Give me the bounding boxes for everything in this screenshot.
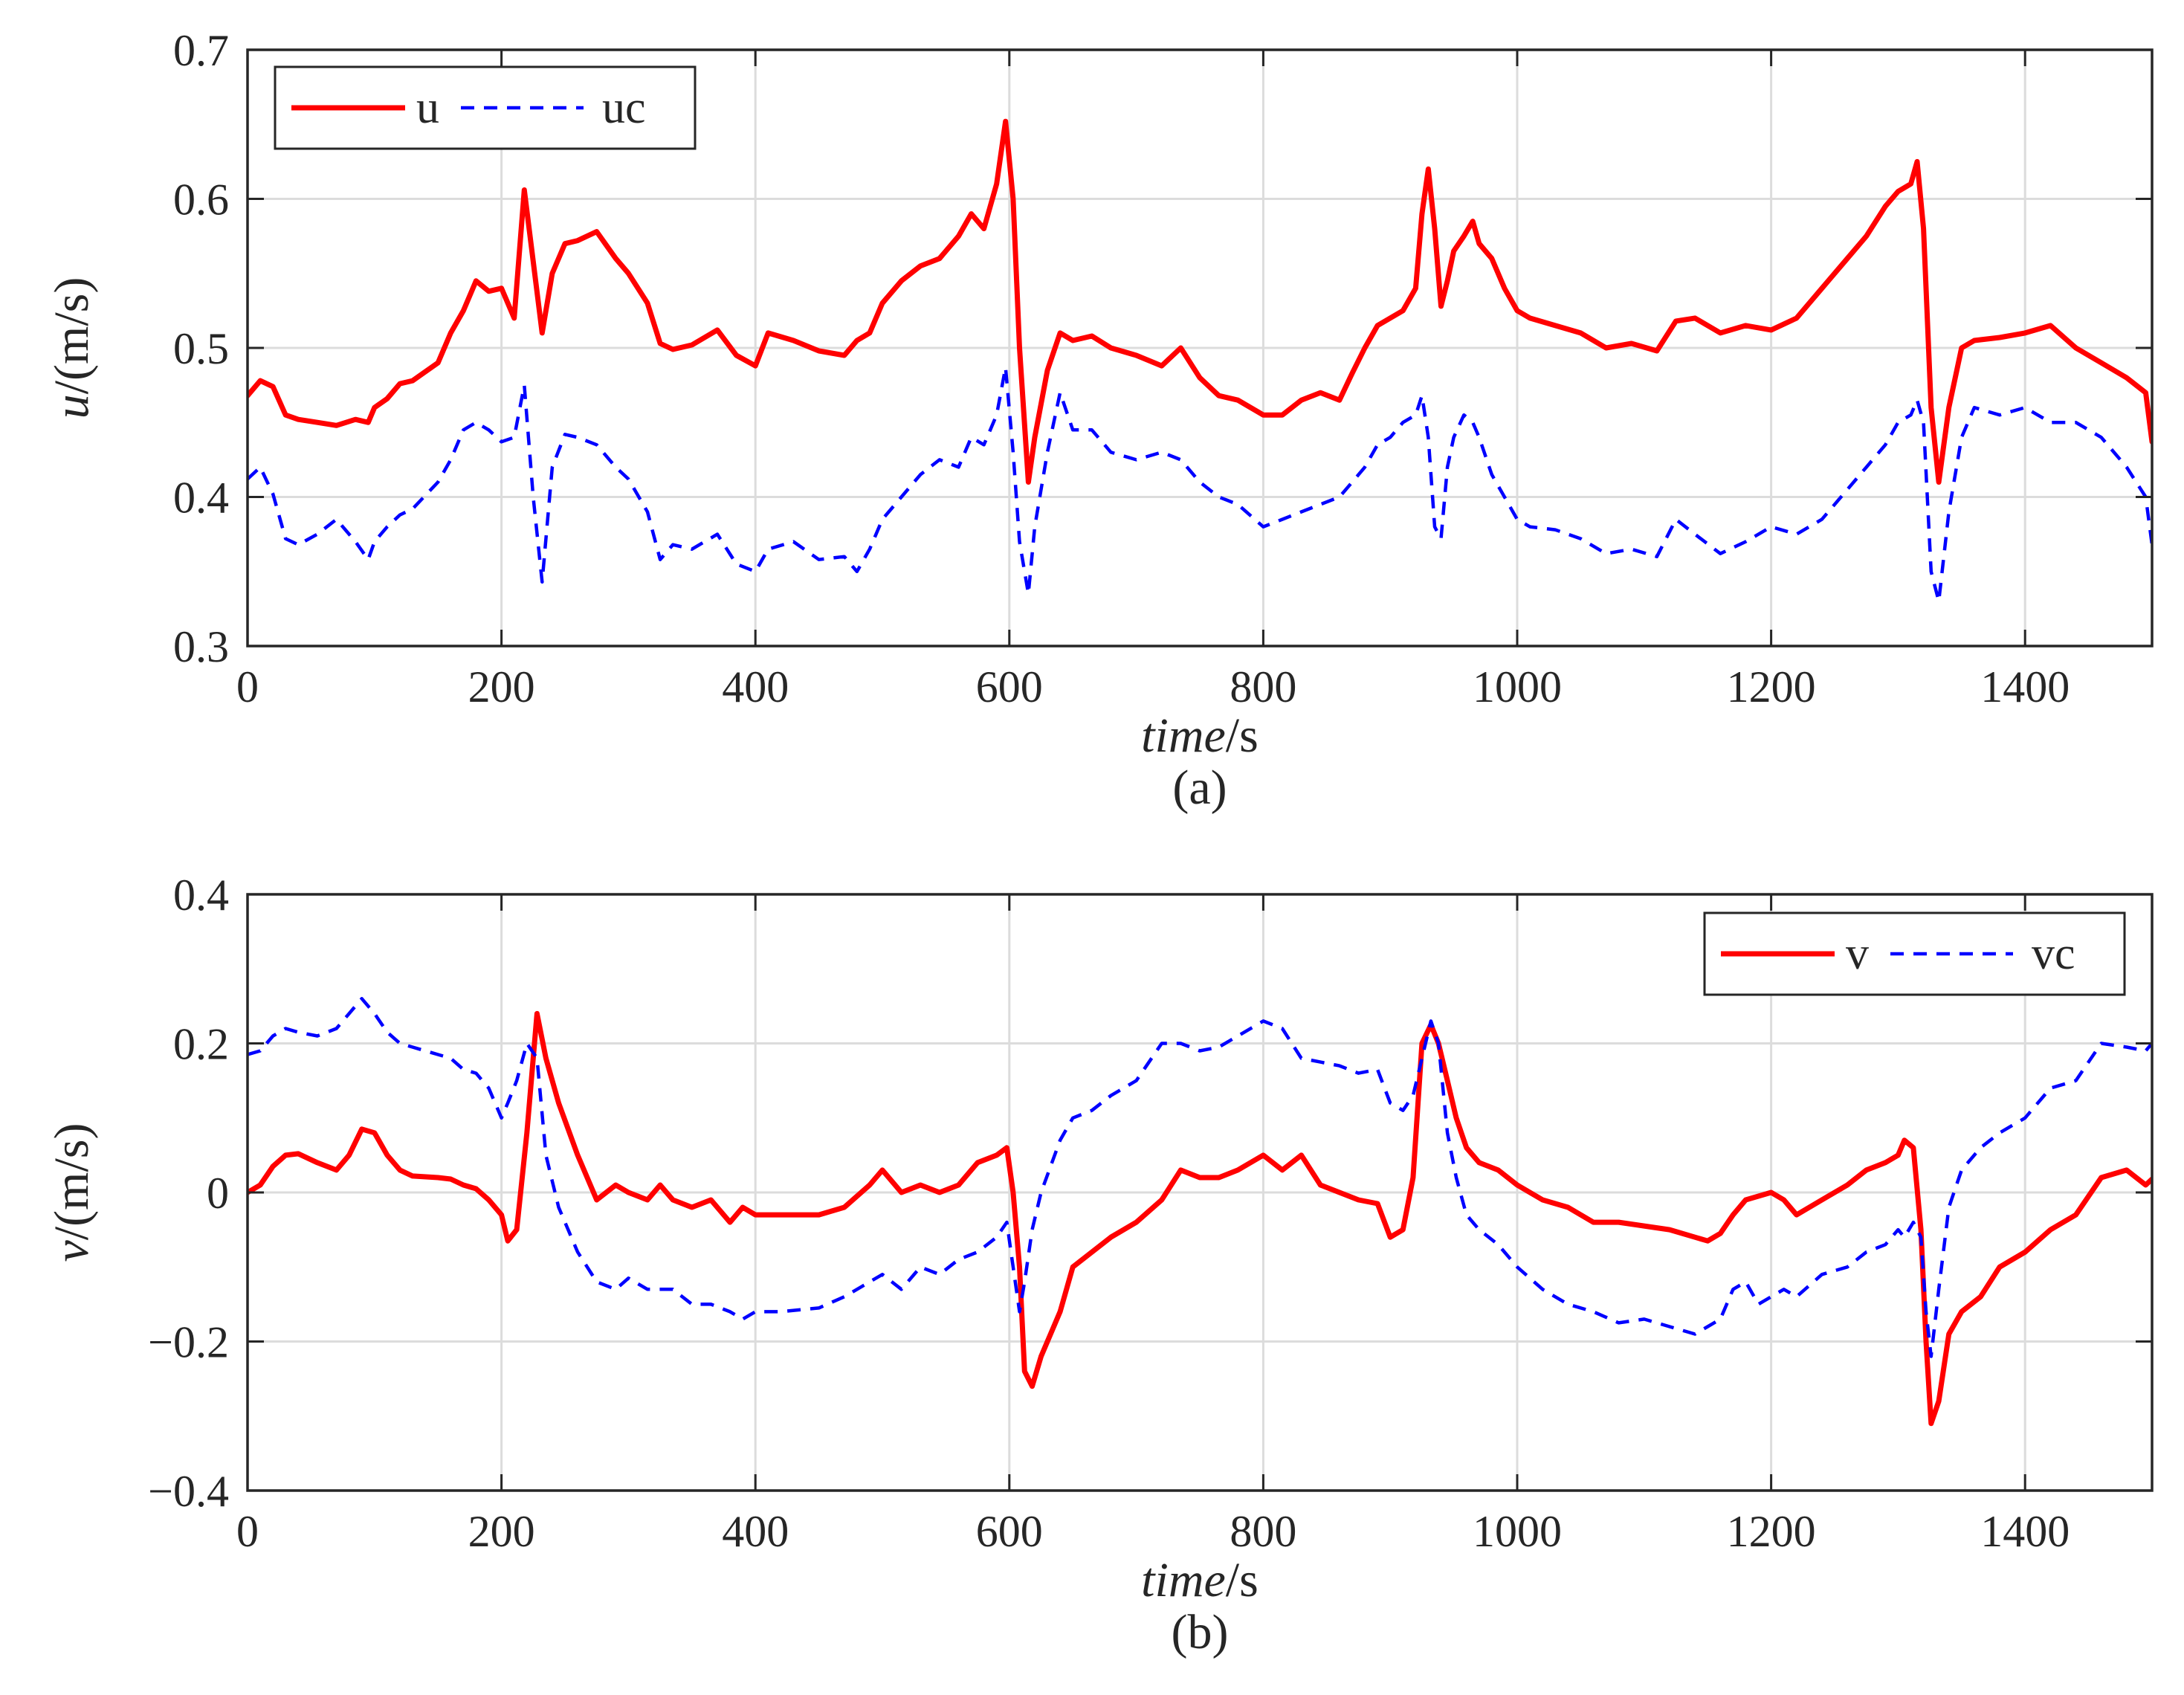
legend: v vc (1703, 911, 2126, 996)
y-axis-label-variable: v (45, 1239, 99, 1262)
legend-label-u: u (416, 83, 439, 133)
y-tick-label: 0.4 (173, 474, 229, 523)
y-tick-label: 0.7 (173, 26, 229, 75)
legend-label-vc: vc (2032, 929, 2075, 979)
x-tick-label: 400 (722, 662, 789, 711)
series-v-line (248, 1010, 2152, 1427)
x-axis-label-variable: time (1141, 1553, 1226, 1607)
series-vc-line (248, 997, 2152, 1358)
x-axis-label: time/s (1141, 708, 1259, 763)
x-tick-label: 1000 (1473, 1507, 1562, 1556)
y-axis-label: v/(m/s) (45, 1123, 99, 1262)
y-axis-label-unit: /(m/s) (45, 1123, 99, 1241)
y-axis-label: u/(m/s) (45, 277, 99, 419)
x-axis-label-variable: time (1141, 708, 1226, 763)
y-tick-label: −0.4 (148, 1467, 229, 1516)
y-tick-label: 0.2 (173, 1020, 229, 1069)
x-tick-label: 200 (468, 1507, 535, 1556)
x-tick-label: 1400 (1980, 662, 2070, 711)
x-tick-label: 1400 (1980, 1507, 2070, 1556)
x-axis-label-unit: /s (1226, 708, 1259, 763)
legend: u uc (274, 65, 697, 150)
x-tick-label: 200 (468, 662, 535, 711)
series-u-line (248, 118, 2152, 485)
legend-label-v: v (1846, 929, 1869, 979)
x-tick-label: 1200 (1727, 1507, 1816, 1556)
x-tick-label: 800 (1230, 1507, 1296, 1556)
panel-b: 0 200 400 600 800 1000 1200 1400 −0.4 −0.2 0 0.2 0.4… (45, 871, 2154, 1659)
y-tick-label: 0.4 (173, 871, 229, 920)
x-tick-label: 400 (722, 1507, 789, 1556)
y-tick-label: −0.2 (148, 1318, 229, 1367)
x-axis-label: time/s (1141, 1553, 1259, 1607)
x-tick-label: 1200 (1727, 662, 1816, 711)
y-tick-label: 0.3 (173, 622, 229, 671)
x-axis-label-unit: /s (1226, 1553, 1259, 1607)
x-tick-label: 800 (1230, 662, 1296, 711)
x-tick-label: 0 (236, 662, 259, 711)
panel-caption: (a) (1172, 761, 1227, 815)
panel-caption: (b) (1172, 1605, 1229, 1659)
y-tick-label: 0.6 (173, 175, 229, 225)
legend-label-uc: uc (602, 83, 646, 133)
x-tick-label: 600 (976, 1507, 1043, 1556)
y-axis-label-unit: /(m/s) (45, 277, 99, 395)
series-uc-line (248, 365, 2152, 604)
panel-a: 0 200 400 600 800 1000 1200 1400 0.3 0.4 0.5 0.6 0.7… (45, 26, 2154, 815)
x-tick-label: 1000 (1473, 662, 1562, 711)
x-tick-label: 600 (976, 662, 1043, 711)
y-tick-label: 0 (207, 1169, 229, 1218)
y-tick-label: 0.5 (173, 324, 229, 373)
y-axis-label-variable: u (45, 394, 99, 419)
x-tick-label: 0 (236, 1507, 259, 1556)
